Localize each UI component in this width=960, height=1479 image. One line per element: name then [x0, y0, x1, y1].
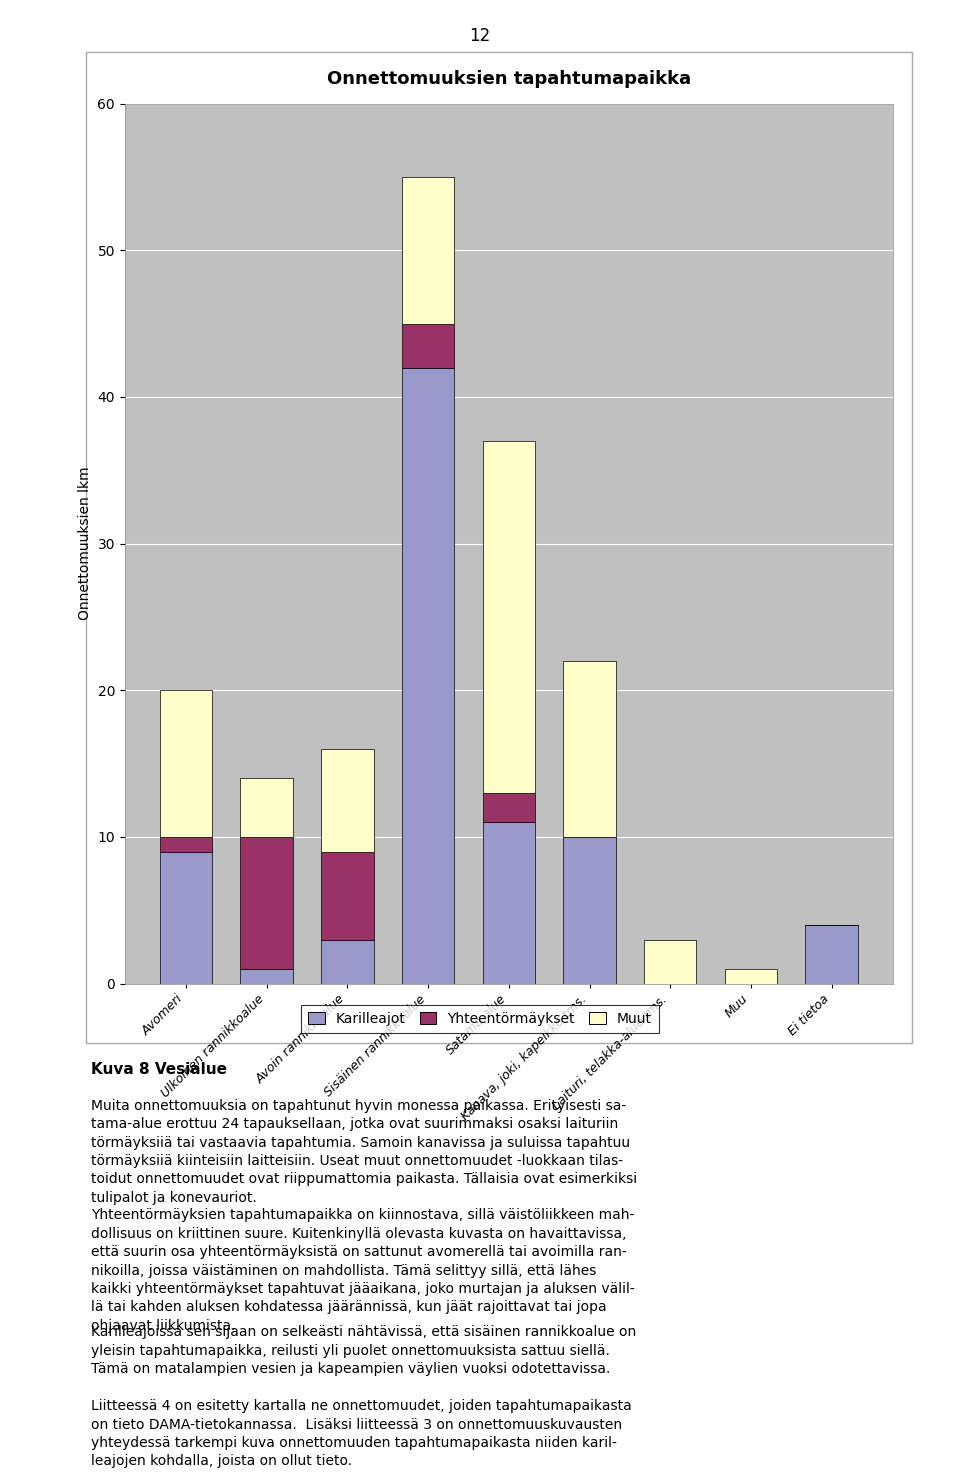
Bar	[159, 852, 212, 984]
Bar	[322, 852, 373, 939]
Bar	[240, 778, 293, 837]
Title: Onnettomuuksien tapahtumapaikka: Onnettomuuksien tapahtumapaikka	[326, 70, 691, 89]
Bar	[402, 368, 454, 984]
Bar	[402, 177, 454, 324]
Bar	[240, 837, 293, 969]
Bar	[644, 939, 696, 984]
Bar	[240, 969, 293, 984]
Bar	[322, 939, 373, 984]
Y-axis label: Onnettomuuksien lkm: Onnettomuuksien lkm	[78, 467, 92, 620]
Text: Kuva 8 Vesialue: Kuva 8 Vesialue	[91, 1062, 228, 1077]
Bar	[402, 324, 454, 368]
Bar	[322, 748, 373, 852]
Bar	[159, 837, 212, 852]
Bar	[159, 691, 212, 837]
Text: Yhteentörmäyksien tapahtumapaikka on kiinnostava, sillä väistöliikkeen mah-
doll: Yhteentörmäyksien tapahtumapaikka on kii…	[91, 1208, 635, 1333]
Bar	[483, 441, 535, 793]
Legend: Karilleajot, Yhteentörmäykset, Muut: Karilleajot, Yhteentörmäykset, Muut	[301, 1004, 659, 1032]
Bar	[483, 793, 535, 822]
Text: Karilleajoissa sen sijaan on selkeästi nähtävissä, että sisäinen rannikkoalue on: Karilleajoissa sen sijaan on selkeästi n…	[91, 1325, 636, 1375]
Text: Liitteessä 4 on esitetty kartalla ne onnettomuudet, joiden tapahtumapaikasta
on : Liitteessä 4 on esitetty kartalla ne onn…	[91, 1399, 632, 1469]
Bar	[483, 822, 535, 984]
Bar	[805, 924, 858, 984]
Text: 12: 12	[469, 27, 491, 44]
Bar	[725, 969, 778, 984]
Text: Muita onnettomuuksia on tapahtunut hyvin monessa paikassa. Erityisesti sa-
tama-: Muita onnettomuuksia on tapahtunut hyvin…	[91, 1099, 637, 1205]
Bar	[564, 661, 615, 837]
Bar	[564, 837, 615, 984]
